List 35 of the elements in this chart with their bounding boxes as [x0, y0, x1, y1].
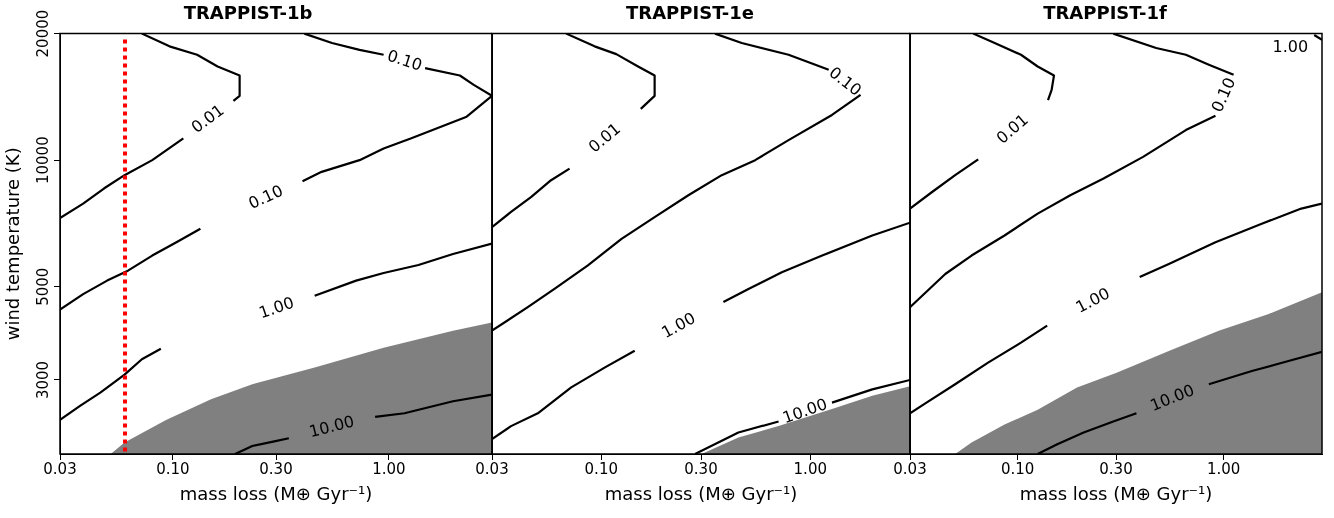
chart-title: TRAPPIST-1e — [626, 2, 754, 24]
series-label: 1.00 — [1272, 36, 1309, 56]
chart-title: TRAPPIST-1f — [1043, 2, 1167, 24]
text: 10.00 — [1147, 380, 1197, 415]
x-tick-label: 0.30 — [684, 460, 718, 479]
x-tick-label: 1.00 — [793, 460, 827, 479]
y-tick-label: 3000 — [34, 360, 53, 400]
text: 0.01 — [584, 118, 625, 157]
text: 0.10 — [245, 180, 286, 213]
text: 10.00 — [780, 394, 830, 428]
x-tick-label: 0.03 — [893, 460, 927, 479]
x-tick-label: 0.03 — [475, 460, 509, 479]
y-tick-label: 5000 — [34, 267, 53, 306]
text: 1.00 — [1072, 283, 1113, 317]
text: 1.00 — [256, 292, 297, 323]
x-tick-label: 0.30 — [259, 460, 293, 479]
text: 1.00 — [658, 308, 699, 343]
x-tick-label: 0.10 — [156, 460, 190, 479]
x-axis-title: mass loss (M⊕ Gyr⁻¹) — [179, 482, 373, 504]
x-tick-label: 0.30 — [1099, 460, 1133, 479]
y-tick-label: 10000 — [34, 136, 53, 185]
chart-title: TRAPPIST-1b — [183, 2, 313, 24]
text: 0.10 — [1207, 74, 1240, 115]
text: 0.10 — [384, 45, 425, 75]
text: 0.01 — [187, 100, 228, 137]
y-axis-title: wind temperature (K) — [2, 147, 24, 341]
x-axis-title: mass loss (M⊕ Gyr⁻¹) — [604, 482, 798, 504]
x-tick-label: 0.10 — [584, 460, 618, 479]
text: 10.00 — [307, 411, 357, 442]
x-tick-label: 1.00 — [1207, 460, 1241, 479]
x-tick-label: 0.10 — [1001, 460, 1035, 479]
x-tick-label: 0.03 — [43, 460, 77, 479]
x-axis-title: mass loss (M⊕ Gyr⁻¹) — [1019, 482, 1213, 504]
x-tick-label: 1.00 — [372, 460, 406, 479]
y-tick-label: 20000 — [34, 9, 53, 58]
